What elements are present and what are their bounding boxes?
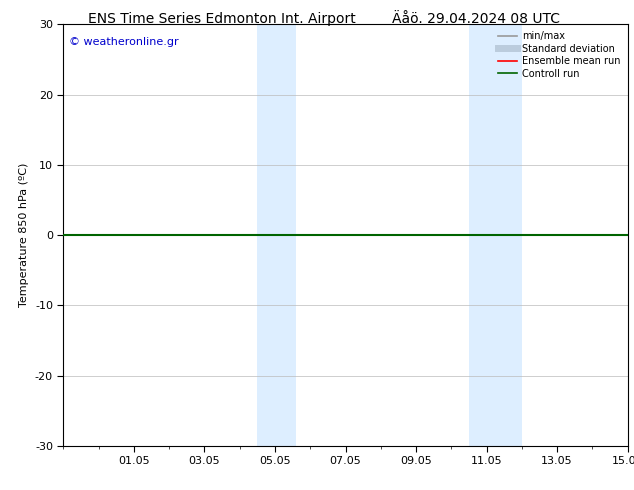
Text: ENS Time Series Edmonton Int. Airport: ENS Time Series Edmonton Int. Airport (88, 12, 356, 26)
Bar (469, 24, 522, 446)
Legend: min/max, Standard deviation, Ensemble mean run, Controll run: min/max, Standard deviation, Ensemble me… (496, 29, 623, 80)
Bar (257, 24, 296, 446)
Text: Äåö. 29.04.2024 08 UTC: Äåö. 29.04.2024 08 UTC (392, 12, 559, 26)
Text: © weatheronline.gr: © weatheronline.gr (69, 37, 179, 47)
Y-axis label: Temperature 850 hPa (ºC): Temperature 850 hPa (ºC) (19, 163, 29, 307)
